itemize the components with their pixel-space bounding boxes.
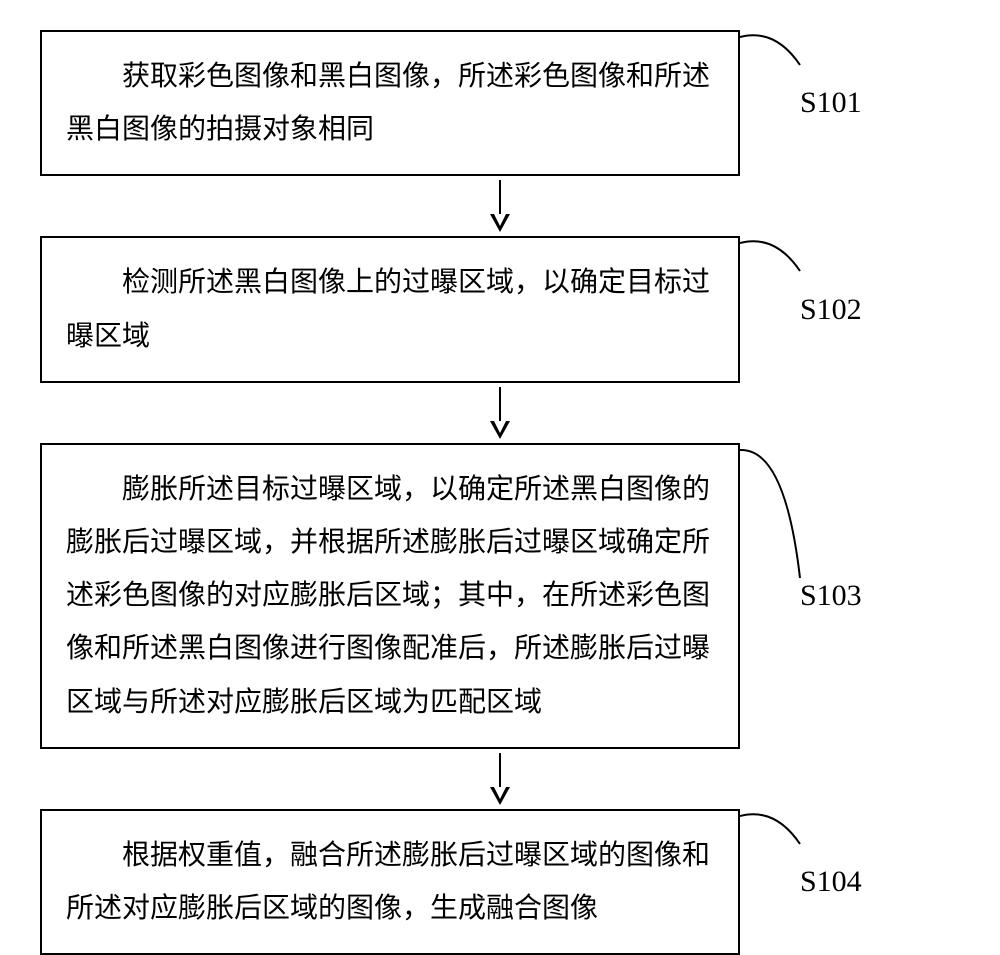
- curve-connector-s101: [740, 25, 810, 85]
- step-text: 膨胀所述目标过曝区域，以确定所述黑白图像的膨胀后过曝区域，并根据所述膨胀后过曝区…: [66, 474, 710, 718]
- step-row-s103: 膨胀所述目标过曝区域，以确定所述黑白图像的膨胀后过曝区域，并根据所述膨胀后过曝区…: [40, 443, 960, 749]
- curve-connector-s103: [740, 438, 810, 598]
- arrow-down-icon: [490, 214, 510, 232]
- step-box-s102: 检测所述黑白图像上的过曝区域，以确定目标过曝区域: [40, 236, 740, 382]
- arrow-down-1: [150, 180, 850, 232]
- arrow-down-icon: [490, 787, 510, 805]
- step-label-s101: S101: [800, 86, 862, 120]
- step-box-s103: 膨胀所述目标过曝区域，以确定所述黑白图像的膨胀后过曝区域，并根据所述膨胀后过曝区…: [40, 443, 740, 749]
- curve-connector-s102: [740, 231, 810, 291]
- step-label-s102: S102: [800, 293, 862, 327]
- step-row-s104: 根据权重值，融合所述膨胀后过曝区域的图像和所述对应膨胀后区域的图像，生成融合图像…: [40, 809, 960, 955]
- step-box-s101: 获取彩色图像和黑白图像，所述彩色图像和所述黑白图像的拍摄对象相同: [40, 30, 740, 176]
- curve-connector-s104: [740, 804, 810, 864]
- connector-line: [499, 753, 501, 787]
- step-box-s104: 根据权重值，融合所述膨胀后过曝区域的图像和所述对应膨胀后区域的图像，生成融合图像: [40, 809, 740, 955]
- arrow-down-2: [150, 387, 850, 439]
- connector-line: [499, 387, 501, 421]
- step-text: 根据权重值，融合所述膨胀后过曝区域的图像和所述对应膨胀后区域的图像，生成融合图像: [66, 840, 710, 924]
- step-text: 检测所述黑白图像上的过曝区域，以确定目标过曝区域: [66, 267, 710, 351]
- step-row-s102: 检测所述黑白图像上的过曝区域，以确定目标过曝区域 S102: [40, 236, 960, 382]
- flowchart-container: 获取彩色图像和黑白图像，所述彩色图像和所述黑白图像的拍摄对象相同 S101 检测…: [40, 30, 960, 955]
- step-label-s104: S104: [800, 865, 862, 899]
- arrow-down-icon: [490, 421, 510, 439]
- arrow-down-3: [150, 753, 850, 805]
- step-text: 获取彩色图像和黑白图像，所述彩色图像和所述黑白图像的拍摄对象相同: [66, 61, 710, 145]
- step-row-s101: 获取彩色图像和黑白图像，所述彩色图像和所述黑白图像的拍摄对象相同 S101: [40, 30, 960, 176]
- connector-line: [499, 180, 501, 214]
- step-label-s103: S103: [800, 579, 862, 613]
